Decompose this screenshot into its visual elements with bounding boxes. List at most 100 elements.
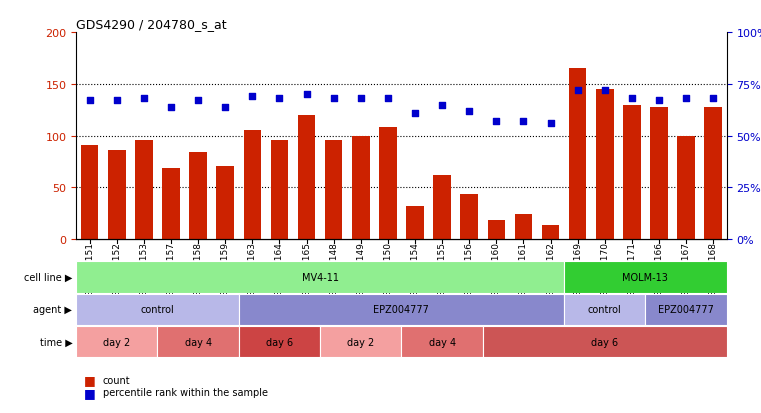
Text: GSM739155: GSM739155 [438, 241, 447, 296]
Bar [76, 262, 564, 293]
Text: percentile rank within the sample: percentile rank within the sample [103, 387, 268, 397]
Text: GSM739169: GSM739169 [573, 241, 582, 296]
Bar [460, 194, 478, 240]
Point [544, 121, 556, 127]
Text: GSM739164: GSM739164 [275, 241, 284, 296]
Text: agent ▶: agent ▶ [33, 304, 72, 315]
Text: GSM739148: GSM739148 [330, 241, 338, 296]
Text: GSM739158: GSM739158 [193, 241, 202, 296]
Bar [406, 206, 424, 240]
Bar [564, 262, 727, 293]
Point [409, 110, 421, 117]
Point [247, 94, 259, 100]
Bar [596, 90, 613, 240]
Point [110, 98, 123, 104]
Point [490, 119, 502, 125]
Point [219, 104, 231, 111]
Text: GSM739150: GSM739150 [384, 241, 393, 296]
Text: control: control [141, 304, 174, 315]
Text: day 2: day 2 [347, 337, 374, 347]
Point [382, 96, 394, 102]
Bar [514, 215, 532, 240]
Bar [433, 176, 451, 240]
Text: day 6: day 6 [591, 337, 619, 347]
Bar [162, 169, 180, 240]
Bar [239, 326, 320, 357]
Text: GSM739151: GSM739151 [85, 241, 94, 296]
Text: time ▶: time ▶ [40, 337, 72, 347]
Bar [568, 69, 587, 240]
Text: GSM739152: GSM739152 [113, 241, 121, 296]
Point [301, 92, 313, 98]
Bar [677, 136, 695, 240]
Text: GSM739162: GSM739162 [546, 241, 555, 296]
Point [138, 96, 150, 102]
Text: GSM739171: GSM739171 [627, 241, 636, 296]
Text: cell line ▶: cell line ▶ [24, 272, 72, 282]
Bar [325, 140, 342, 240]
Point [517, 119, 530, 125]
Bar [320, 326, 402, 357]
Bar [488, 221, 505, 240]
Point [84, 98, 96, 104]
Text: GSM739157: GSM739157 [167, 241, 176, 296]
Bar [239, 294, 564, 325]
Text: GSM739163: GSM739163 [248, 241, 256, 296]
Text: GSM739159: GSM739159 [221, 241, 230, 296]
Bar [76, 294, 239, 325]
Text: GSM739156: GSM739156 [465, 241, 473, 296]
Point [463, 108, 476, 115]
Bar [379, 128, 396, 240]
Bar [244, 131, 261, 240]
Point [165, 104, 177, 111]
Text: day 4: day 4 [428, 337, 456, 347]
Bar [189, 153, 207, 240]
Bar [645, 294, 727, 325]
Text: GDS4290 / 204780_s_at: GDS4290 / 204780_s_at [76, 17, 227, 31]
Point [192, 98, 204, 104]
Bar [542, 225, 559, 240]
Point [572, 88, 584, 94]
Text: MOLM-13: MOLM-13 [622, 272, 668, 282]
Text: GSM739154: GSM739154 [410, 241, 419, 296]
Bar [108, 151, 126, 240]
Text: GSM739166: GSM739166 [654, 241, 664, 296]
Bar [271, 140, 288, 240]
Text: GSM739153: GSM739153 [139, 241, 148, 296]
Bar [158, 326, 239, 357]
Text: day 4: day 4 [184, 337, 212, 347]
Point [327, 96, 339, 102]
Text: GSM739170: GSM739170 [600, 241, 610, 296]
Bar [135, 140, 153, 240]
Text: GSM739160: GSM739160 [492, 241, 501, 296]
Bar [623, 105, 641, 240]
Text: GSM739168: GSM739168 [708, 241, 718, 296]
Bar [705, 107, 722, 240]
Bar [402, 326, 482, 357]
Bar [81, 146, 98, 240]
Text: day 6: day 6 [266, 337, 293, 347]
Point [599, 88, 611, 94]
Text: MV4-11: MV4-11 [301, 272, 339, 282]
Bar [650, 107, 668, 240]
Bar [216, 166, 234, 240]
Bar [482, 326, 727, 357]
Text: count: count [103, 375, 130, 385]
Text: ■: ■ [84, 373, 95, 387]
Text: GSM739149: GSM739149 [356, 241, 365, 296]
Point [707, 96, 719, 102]
Point [626, 96, 638, 102]
Bar [352, 136, 370, 240]
Point [436, 102, 448, 109]
Text: GSM739161: GSM739161 [519, 241, 528, 296]
Bar [298, 116, 315, 240]
Text: EPZ004777: EPZ004777 [658, 304, 714, 315]
Text: control: control [588, 304, 622, 315]
Text: GSM739167: GSM739167 [682, 241, 690, 296]
Text: EPZ004777: EPZ004777 [374, 304, 429, 315]
Point [273, 96, 285, 102]
Text: GSM739165: GSM739165 [302, 241, 311, 296]
Bar [564, 294, 645, 325]
Point [680, 96, 693, 102]
Point [355, 96, 367, 102]
